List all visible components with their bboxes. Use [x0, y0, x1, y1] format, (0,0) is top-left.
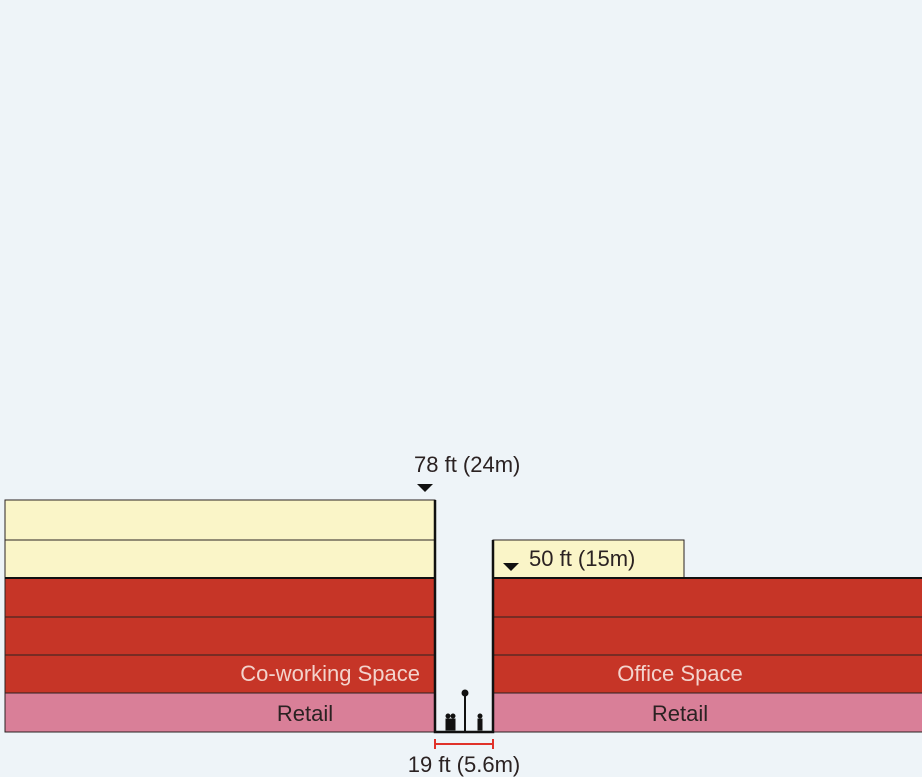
- width-label: 19 ft (5.6m): [408, 752, 520, 777]
- height-label: 50 ft (15m): [529, 546, 635, 571]
- use-label: Retail: [277, 701, 333, 726]
- floor: [4, 577, 436, 618]
- street-walls: [433, 500, 495, 734]
- floor: [492, 616, 922, 656]
- floor: [4, 499, 436, 541]
- use-label: Retail: [652, 701, 708, 726]
- use-label: Office Space: [617, 661, 743, 686]
- floor: [492, 692, 922, 733]
- floor: [492, 577, 922, 618]
- width-dimension: [434, 739, 494, 749]
- height-label: 78 ft (24m): [414, 452, 520, 477]
- floor: [4, 654, 436, 694]
- street-figures: [445, 689, 483, 731]
- use-label: Co-working Space: [240, 661, 420, 686]
- floor: [4, 692, 436, 733]
- floor: [4, 539, 436, 579]
- height-marker: [503, 563, 519, 571]
- left-building: [4, 499, 436, 733]
- floor: [492, 539, 685, 579]
- floor: [4, 616, 436, 656]
- height-marker: [417, 484, 433, 492]
